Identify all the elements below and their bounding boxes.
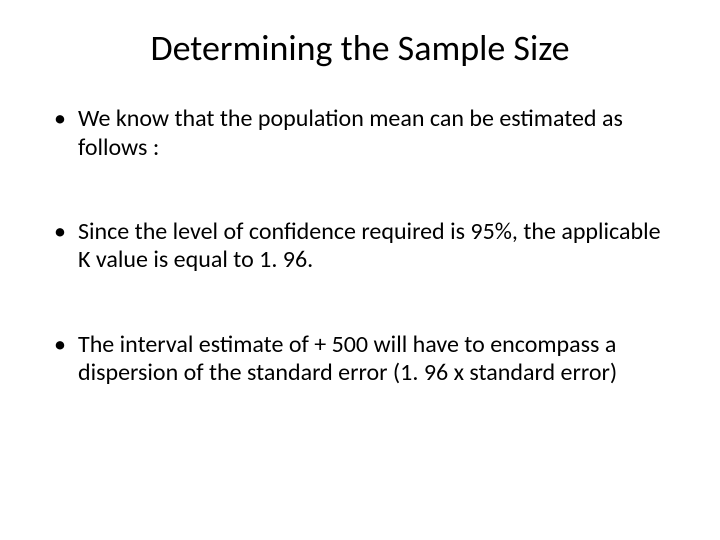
slide: Determining the Sample Size We know that… (0, 0, 720, 540)
bullet-list: We know that the population mean can be … (50, 105, 670, 387)
bullet-item: Since the level of confidence required i… (50, 218, 670, 275)
slide-title: Determining the Sample Size (50, 28, 670, 69)
bullet-item: The interval estimate of + 500 will have… (50, 331, 670, 388)
bullet-item: We know that the population mean can be … (50, 105, 670, 162)
